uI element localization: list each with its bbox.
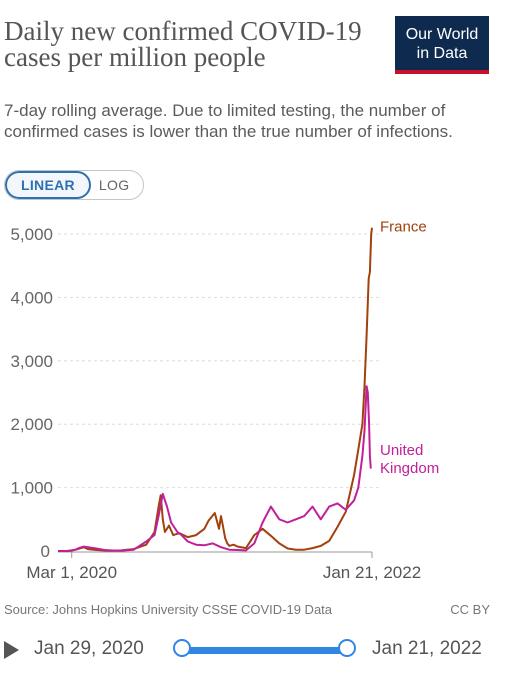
play-icon[interactable] (4, 641, 19, 659)
timeline-start-label: Jan 29, 2020 (34, 638, 144, 659)
y-tick-label: 0 (41, 542, 50, 561)
log-scale-button[interactable]: LOG (98, 177, 130, 193)
series-line-france[interactable] (58, 227, 373, 552)
logo-line-1: Our World (405, 26, 479, 43)
y-tick-label: 4,000 (10, 288, 53, 307)
x-tick-label: Jan 21, 2022 (323, 563, 421, 582)
series-lines (58, 227, 373, 552)
series-line-united-kingdom[interactable] (58, 385, 372, 552)
owid-logo[interactable]: Our World in Data (395, 16, 489, 74)
y-tick-label: 5,000 (10, 225, 53, 244)
y-tick-label: 3,000 (10, 352, 53, 371)
source-note[interactable]: Source: Johns Hopkins University CSSE CO… (4, 602, 333, 617)
linear-scale-button[interactable]: LINEAR (5, 171, 91, 199)
x-tick-label: Mar 1, 2020 (26, 563, 117, 582)
timeline-end-label: Jan 21, 2022 (372, 638, 482, 659)
y-tick-label: 1,000 (10, 479, 53, 498)
timeline-start-handle[interactable] (173, 639, 191, 657)
series-labels: France United Kingdom (380, 219, 439, 477)
timeline-track[interactable] (182, 647, 347, 654)
axes: 0 1,000 2,000 3,000 4,000 5,000 Mar 1, 2020 Jan… (10, 225, 421, 582)
license-note[interactable]: CC BY (450, 602, 490, 617)
y-tick-label: 2,000 (10, 415, 53, 434)
grid-lines (58, 233, 380, 489)
chart-subtitle: 7-day rolling average. Due to limited te… (4, 101, 453, 141)
series-label-france[interactable]: France (380, 219, 427, 236)
timeline: Jan 29, 2020 Jan 21, 2022 (0, 632, 514, 672)
chart-title: Daily new confirmed COVID-19 cases per m… (4, 16, 362, 72)
series-label-united-kingdom[interactable]: United Kingdom (380, 442, 439, 477)
line-chart: 0 1,000 2,000 3,000 4,000 5,000 Mar 1, 2020 Jan… (10, 219, 439, 582)
logo-line-2: in Data (416, 45, 468, 62)
timeline-end-handle[interactable] (338, 639, 356, 657)
scale-toggle: LINEAR LOG (4, 170, 145, 200)
